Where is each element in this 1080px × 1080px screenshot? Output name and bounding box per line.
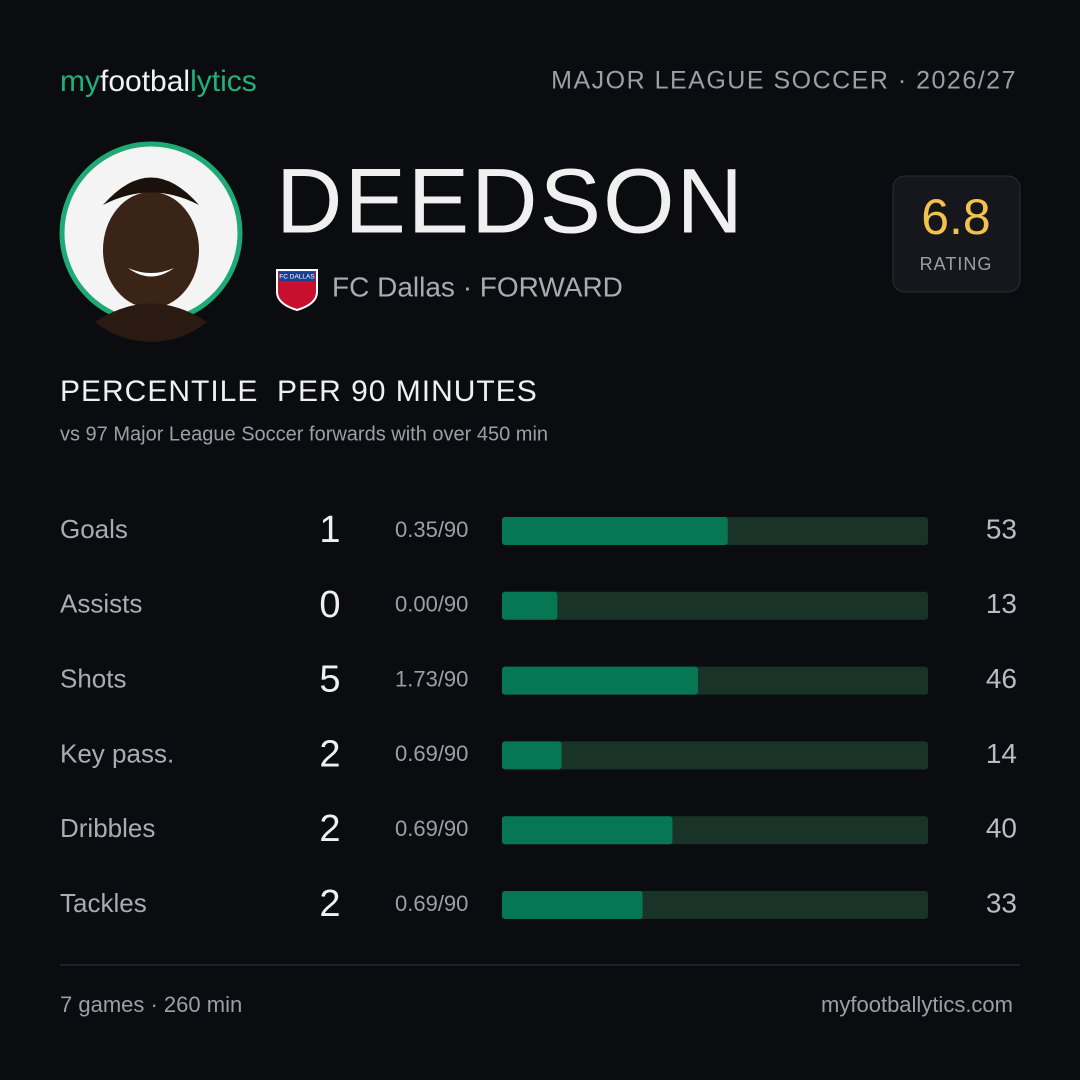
- stat-label: Goals: [60, 514, 128, 544]
- stat-percentile: 53: [986, 513, 1017, 544]
- stat-rows: Goals 1 0.35/90 53 Assists 0 0.00/90 13 Shots 5 1.…: [60, 509, 1017, 925]
- stat-label: Dribbles: [60, 813, 155, 843]
- stat-percentile: 13: [986, 588, 1017, 619]
- footer-summary: 7 games · 260 min: [60, 992, 242, 1017]
- brand-part: footbal: [100, 65, 190, 98]
- footer-site: myfootballytics.com: [821, 992, 1013, 1017]
- percentile-bar: [502, 517, 728, 545]
- section-subtitle: vs 97 Major League Soccer forwards with …: [60, 423, 548, 445]
- stat-per90: 0.69/90: [395, 816, 468, 841]
- brand-part: lytics: [190, 65, 257, 98]
- stat-count: 1: [319, 509, 340, 551]
- stat-count: 2: [319, 883, 340, 925]
- percentile-bar: [502, 891, 643, 919]
- avatar: [59, 141, 243, 342]
- stat-count: 2: [319, 733, 340, 775]
- stat-per90: 1.73/90: [395, 666, 468, 691]
- stat-percentile: 33: [986, 887, 1017, 918]
- stat-percentile: 46: [986, 663, 1017, 694]
- team-logo: FC DALLAS: [276, 269, 318, 312]
- bar-track: [502, 741, 928, 770]
- stat-percentile: 40: [986, 813, 1017, 844]
- stat-label: Key pass.: [60, 738, 174, 768]
- percentile-bar: [502, 741, 562, 770]
- rating-label: RATING: [920, 254, 993, 274]
- league-season: MAJOR LEAGUE SOCCER · 2026/27: [551, 67, 1017, 95]
- section-title: PERCENTILE PER 90 MINUTES: [60, 375, 538, 408]
- stat-count: 5: [319, 659, 340, 701]
- stat-per90: 0.00/90: [395, 592, 468, 617]
- brand: myfootballytics: [60, 65, 257, 98]
- bar-track: [502, 591, 928, 620]
- team-position: FC Dallas · FORWARD: [332, 271, 623, 302]
- rating: 6.8: [921, 189, 991, 245]
- player-name: DEEDSON: [276, 150, 745, 252]
- stat-label: Assists: [60, 589, 142, 619]
- logo-text: FC DALLAS: [279, 274, 315, 281]
- stat-count: 2: [319, 808, 340, 850]
- stat-per90: 0.69/90: [395, 741, 468, 766]
- stat-count: 0: [319, 584, 340, 626]
- stat-per90: 0.69/90: [395, 891, 468, 916]
- rating-box: [892, 175, 1021, 293]
- stat-per90: 0.35/90: [395, 517, 468, 542]
- stat-percentile: 14: [986, 738, 1017, 769]
- percentile-bar: [502, 816, 673, 845]
- percentile-bar: [502, 666, 698, 695]
- brand-part: my: [60, 65, 100, 98]
- stat-label: Tackles: [60, 888, 147, 918]
- percentile-bar: [502, 591, 558, 620]
- stat-label: Shots: [60, 663, 127, 693]
